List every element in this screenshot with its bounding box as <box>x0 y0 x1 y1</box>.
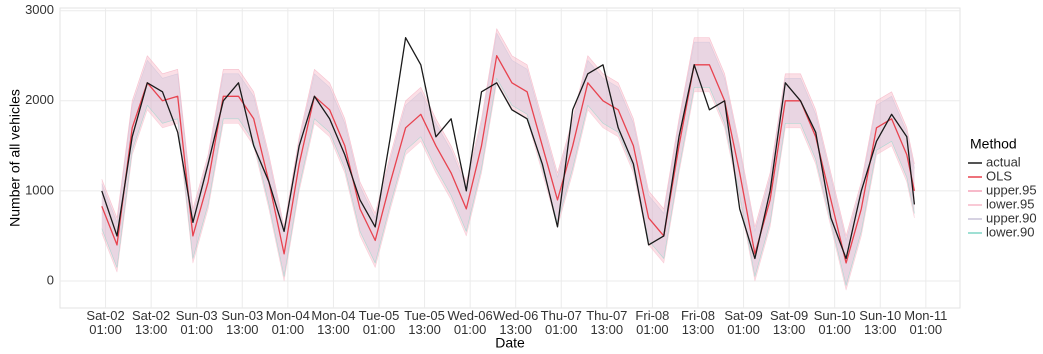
x-tick-label: Sat-02 13:00 <box>132 308 170 337</box>
legend-label: lower.95 <box>986 196 1034 211</box>
y-tick-label: 0 <box>47 272 54 287</box>
x-tick-label: Fri-08 13:00 <box>681 308 715 337</box>
legend-label: OLS <box>986 168 1012 183</box>
x-tick-label: Thu-07 01:00 <box>541 308 582 337</box>
series-line <box>101 37 916 260</box>
legend-label: lower.90 <box>986 224 1034 239</box>
x-tick-label: Sun-10 01:00 <box>814 308 856 337</box>
x-tick-label: Mon-11 01:00 <box>904 308 947 337</box>
y-tick-label: 3000 <box>25 2 54 17</box>
x-axis-title: Date <box>495 335 525 351</box>
legend-label: upper.95 <box>986 182 1037 197</box>
x-tick-label: Sun-03 13:00 <box>221 308 263 337</box>
x-tick-label: Tue-05 01:00 <box>359 308 400 337</box>
x-tick-label: Wed-06 01:00 <box>447 308 492 337</box>
y-axis-title: Number of all vehicles <box>7 89 23 227</box>
ribbon-90 <box>101 33 915 286</box>
x-tick-label: Sat-02 01:00 <box>86 308 124 337</box>
x-tick-label: Sun-10 13:00 <box>859 308 901 337</box>
x-tick-label: Mon-04 13:00 <box>311 308 355 337</box>
series-line <box>101 78 915 286</box>
x-tick-label: Tue-05 13:00 <box>404 308 445 337</box>
series-line <box>101 55 916 264</box>
x-tick-label: Wed-06 13:00 <box>493 308 538 337</box>
x-tick-label: Sat-09 01:00 <box>724 308 762 337</box>
y-tick-label: 1000 <box>25 182 54 197</box>
x-tick-label: Sat-09 13:00 <box>770 308 808 337</box>
x-tick-label: Mon-04 01:00 <box>266 308 310 337</box>
ribbon-95 <box>101 28 915 290</box>
legend-label: actual <box>986 154 1021 169</box>
legend-label: upper.90 <box>986 210 1037 225</box>
legend-title: Method <box>970 136 1017 152</box>
x-tick-label: Thu-07 13:00 <box>586 308 627 337</box>
series-line <box>101 32 915 241</box>
y-tick-label: 2000 <box>25 92 54 107</box>
x-tick-label: Fri-08 01:00 <box>635 308 669 337</box>
series-line <box>101 28 915 237</box>
x-tick-label: Sun-03 01:00 <box>176 308 218 337</box>
